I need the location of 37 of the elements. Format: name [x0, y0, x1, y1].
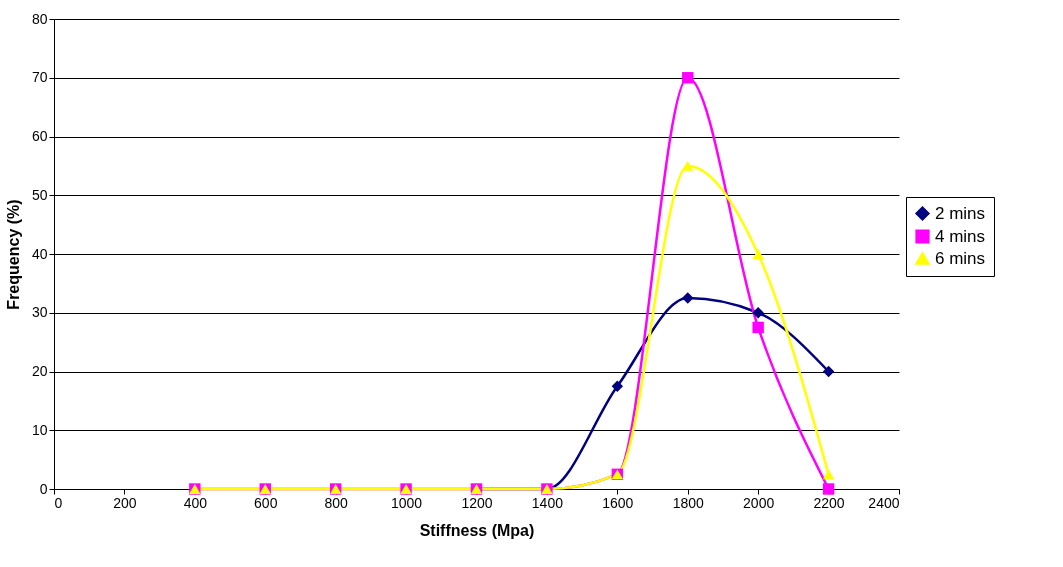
point	[752, 249, 764, 259]
point	[822, 469, 835, 480]
legend-label: 6 mins	[935, 248, 986, 268]
point	[822, 483, 835, 495]
x-tick-label: 0	[54, 494, 63, 511]
legend-label: 4 mins	[935, 226, 986, 246]
x-tick-label: 1000	[391, 494, 423, 511]
point	[611, 380, 624, 392]
point	[682, 160, 694, 171]
y-tick-label: 30	[31, 304, 48, 321]
y-tick-label: 60	[31, 128, 48, 144]
y-tick-label: 50	[31, 186, 48, 203]
point	[752, 321, 764, 334]
x-tick-label: 400	[183, 494, 208, 511]
y-tick-label: 10	[31, 421, 48, 438]
point	[682, 72, 694, 84]
x-tick-label: 1600	[602, 494, 634, 511]
y-tick-label: 0	[39, 480, 48, 497]
y-tick-label: 70	[31, 69, 48, 86]
y-axis-title: Frequency (%)	[4, 199, 22, 310]
y-tick-label: 80	[31, 10, 48, 27]
x-tick-label: 2000	[743, 494, 775, 511]
x-tick-label: 800	[324, 494, 349, 511]
legend-label: 2 mins	[935, 203, 986, 223]
y-tick-label: 40	[31, 245, 48, 262]
x-tick-label: 1200	[461, 494, 493, 511]
x-tick-label: 2200	[813, 494, 845, 511]
x-tick-label: 1400	[531, 494, 564, 511]
point	[682, 292, 694, 304]
x-tick-label: 1800	[672, 494, 705, 511]
x-tick-label: 200	[113, 494, 137, 511]
point	[822, 365, 835, 378]
x-tick-label: 600	[254, 494, 278, 511]
point	[752, 307, 764, 319]
y-tick-label: 20	[31, 363, 48, 379]
x-axis-title: Stiffness (Mpa)	[419, 521, 535, 539]
x-tick-label: 2400	[868, 494, 900, 511]
